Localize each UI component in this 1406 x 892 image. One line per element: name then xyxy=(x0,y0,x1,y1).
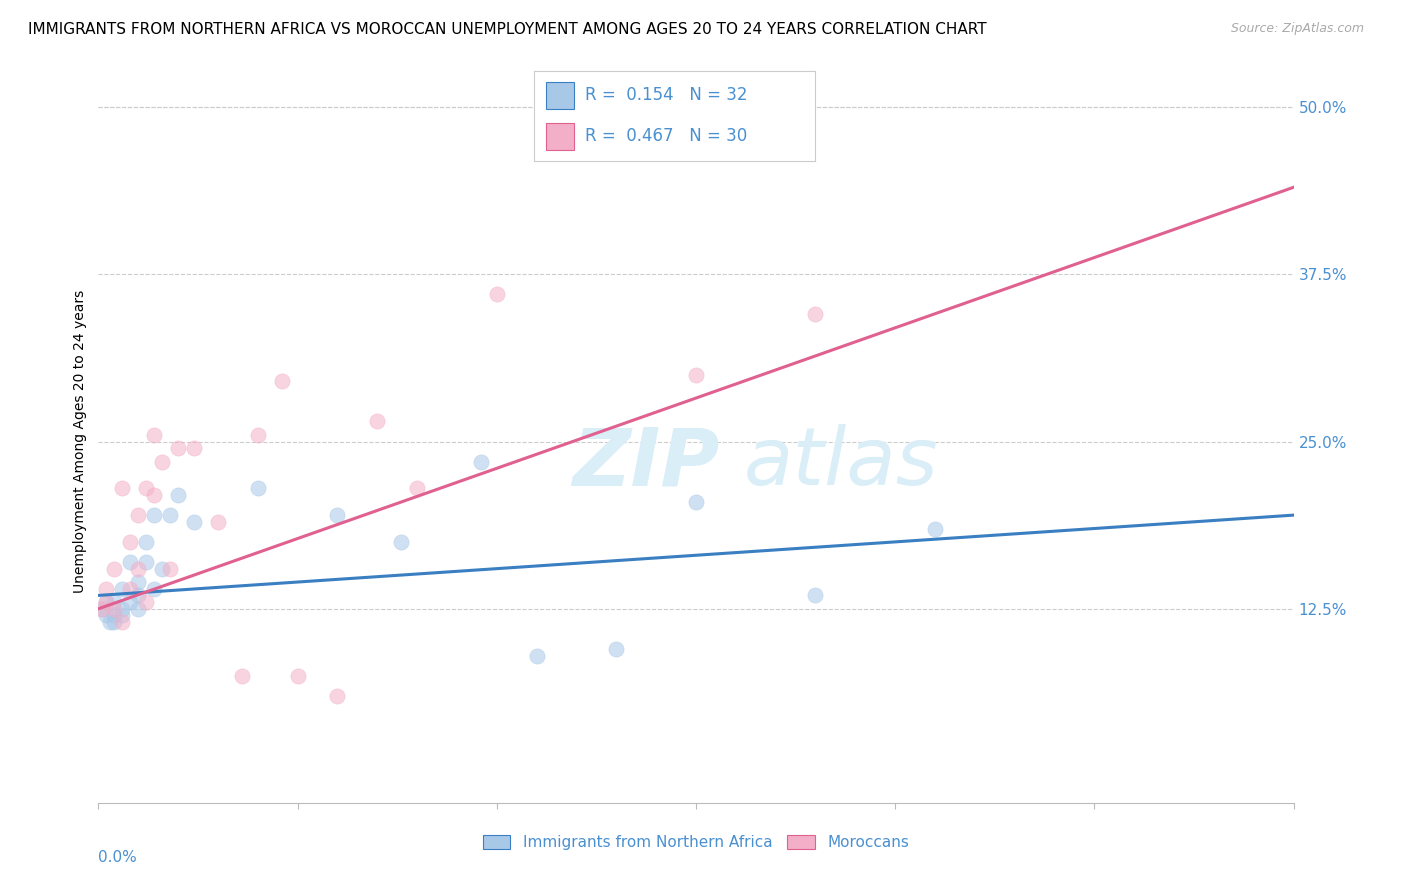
Point xyxy=(98,615,122,630)
Text: R =  0.467   N = 30: R = 0.467 N = 30 xyxy=(585,128,747,145)
Point xyxy=(103,602,125,616)
Point xyxy=(143,508,166,523)
Point xyxy=(685,494,707,508)
Bar xyxy=(546,82,574,109)
Text: Source: ZipAtlas.com: Source: ZipAtlas.com xyxy=(1230,22,1364,36)
Point xyxy=(111,582,134,596)
Point xyxy=(183,442,205,455)
Point xyxy=(96,608,118,623)
Point xyxy=(135,595,157,609)
Point xyxy=(526,648,548,663)
Point xyxy=(127,589,149,603)
Point xyxy=(127,602,149,616)
Point xyxy=(150,562,173,576)
Point xyxy=(804,589,827,603)
Point xyxy=(120,595,142,609)
Point xyxy=(111,615,134,630)
Point xyxy=(207,515,229,529)
Point xyxy=(167,488,190,502)
Text: IMMIGRANTS FROM NORTHERN AFRICA VS MOROCCAN UNEMPLOYMENT AMONG AGES 20 TO 24 YEA: IMMIGRANTS FROM NORTHERN AFRICA VS MOROC… xyxy=(28,22,987,37)
Point xyxy=(96,582,118,596)
Point xyxy=(91,602,114,616)
Point xyxy=(120,555,142,569)
Point xyxy=(143,488,166,502)
Point xyxy=(389,535,412,549)
Point xyxy=(120,535,142,549)
Point xyxy=(96,595,118,609)
Point xyxy=(127,508,149,523)
Point xyxy=(159,562,181,576)
Point xyxy=(183,515,205,529)
Point xyxy=(246,428,269,442)
Text: ZIP: ZIP xyxy=(572,425,720,502)
Point xyxy=(246,482,269,496)
Point xyxy=(924,521,946,535)
Point xyxy=(103,595,125,609)
Point xyxy=(326,508,349,523)
Point xyxy=(127,562,149,576)
Point xyxy=(91,602,114,616)
Bar xyxy=(546,123,574,150)
Point xyxy=(167,442,190,455)
Point xyxy=(366,414,388,429)
Point xyxy=(103,562,125,576)
Y-axis label: Unemployment Among Ages 20 to 24 years: Unemployment Among Ages 20 to 24 years xyxy=(73,290,87,593)
Point xyxy=(135,535,157,549)
Legend: Immigrants from Northern Africa, Moroccans: Immigrants from Northern Africa, Morocca… xyxy=(477,830,915,856)
Point xyxy=(111,608,134,623)
Point xyxy=(485,287,508,301)
Point xyxy=(143,428,166,442)
Point xyxy=(135,482,157,496)
Point xyxy=(231,669,253,683)
Point xyxy=(270,375,292,389)
Point xyxy=(103,608,125,623)
Text: atlas: atlas xyxy=(744,425,939,502)
Point xyxy=(150,455,173,469)
Point xyxy=(804,307,827,322)
Text: R =  0.154   N = 32: R = 0.154 N = 32 xyxy=(585,87,748,104)
Point xyxy=(96,595,118,609)
Point xyxy=(111,602,134,616)
Point xyxy=(120,582,142,596)
Point xyxy=(470,455,492,469)
Point xyxy=(287,669,309,683)
Text: 0.0%: 0.0% xyxy=(98,850,138,864)
Point xyxy=(127,575,149,590)
Point xyxy=(406,482,429,496)
Point xyxy=(135,555,157,569)
Point xyxy=(326,689,349,703)
Point xyxy=(111,482,134,496)
Point xyxy=(605,642,627,657)
Point xyxy=(143,582,166,596)
Point xyxy=(103,615,125,630)
Point xyxy=(685,368,707,382)
Point xyxy=(159,508,181,523)
